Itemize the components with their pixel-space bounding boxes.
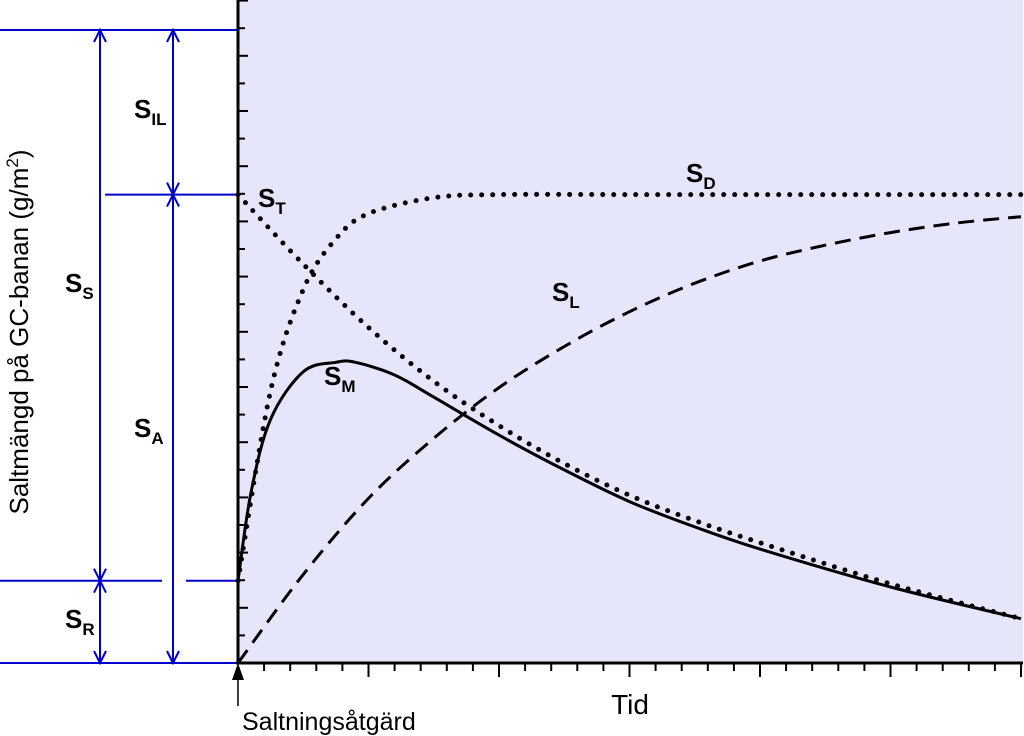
y-axis-label-main: Saltmängd på GC-banan (g/m: [4, 168, 34, 515]
series-label-s-d: SD: [686, 158, 716, 193]
series-s-m-line: [236, 359, 1022, 621]
annotation-marker: Saltningsåtgärd: [232, 663, 416, 736]
annotation-text: Saltningsåtgärd: [242, 708, 416, 736]
bracket-s-r-head-bottom: [93, 650, 107, 666]
bracket-s-a-head-top: [166, 192, 180, 208]
x-axis-label: Tid: [611, 689, 649, 720]
label-group: SD ST SL SM SS SIL SA SR: [65, 94, 716, 639]
bracket-group: [0, 27, 238, 666]
axes-group: [236, 0, 1023, 677]
bracket-label-s-a: SA: [134, 413, 164, 448]
bracket-label-s-il: SIL: [134, 94, 166, 129]
series-s-l-line: [236, 215, 1022, 664]
series-label-s-t: ST: [258, 183, 286, 218]
curve-group: [235, 191, 1024, 664]
plot-background: [238, 0, 1023, 663]
bracket-s-r-head-top: [93, 578, 107, 594]
y-axis-label-end: ): [4, 150, 34, 159]
bracket-s-a-head-bottom: [166, 650, 180, 666]
series-s-t-line: [235, 192, 1024, 622]
y-axis-label-sup: 2: [3, 158, 22, 167]
series-label-s-l: SL: [552, 277, 580, 312]
annotation-arrow: [232, 663, 244, 680]
bracket-s-s-head-top: [93, 27, 107, 43]
y-axis-label: Saltmängd på GC-banan (g/m2): [3, 150, 34, 515]
bracket-s-il-head-top: [166, 27, 180, 43]
series-s-d-line: [235, 191, 1024, 584]
bracket-label-s-s: SS: [65, 268, 94, 303]
series-label-s-m: SM: [324, 361, 356, 396]
bracket-label-s-r: SR: [65, 604, 95, 639]
